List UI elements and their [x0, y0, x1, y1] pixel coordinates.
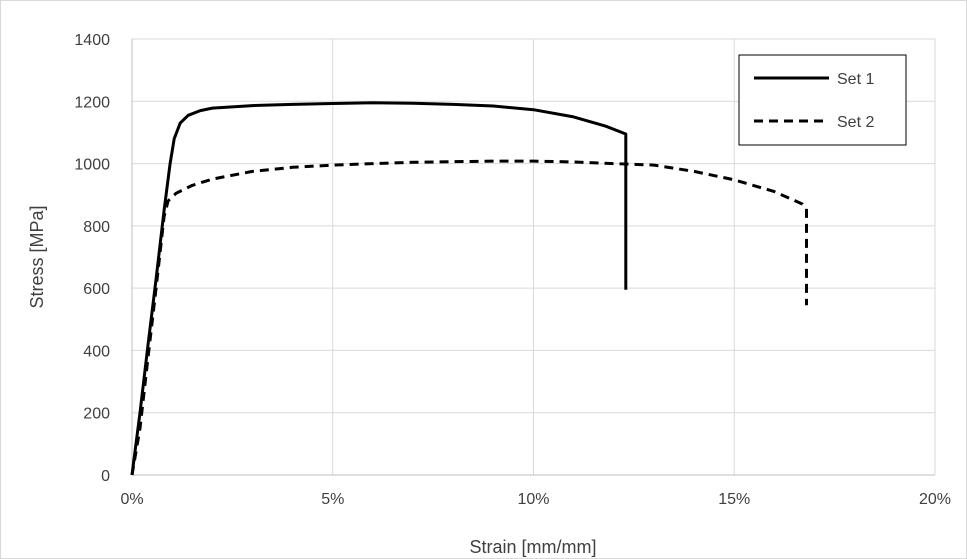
axes [131, 39, 935, 476]
y-tick-label: 1200 [74, 94, 110, 111]
series-line-set-1 [130, 101, 628, 476]
tick-labels: 0 200 400 600 800 1000 1200 1400 0% 5% 10% 15% 20% [74, 32, 951, 508]
legend-box [738, 54, 907, 146]
y-tick-label: 200 [83, 406, 110, 423]
y-tick-label: 800 [83, 219, 110, 236]
y-axis-label: Stress [MPa] [27, 205, 47, 308]
x-tick-label: 15% [718, 491, 750, 508]
legend-label-set-2: Set 2 [837, 114, 874, 131]
x-tick-label: 10% [517, 491, 549, 508]
y-tick-label: 0 [101, 468, 110, 485]
legend-label-set-1: Set 1 [837, 71, 874, 88]
y-tick-label: 600 [83, 281, 110, 298]
x-tick-label: 0% [120, 491, 143, 508]
legend: Set 1 Set 2 [738, 54, 907, 146]
series-line-set-2 [130, 159, 808, 476]
series-lines [130, 101, 808, 476]
y-tick-label: 1400 [74, 32, 110, 49]
y-tick-label: 400 [83, 343, 110, 360]
x-tick-label: 20% [919, 491, 951, 508]
x-axis-label: Strain [mm/mm] [469, 537, 596, 557]
grid [131, 38, 936, 476]
x-tick-label: 5% [321, 491, 344, 508]
y-tick-label: 1000 [74, 157, 110, 174]
